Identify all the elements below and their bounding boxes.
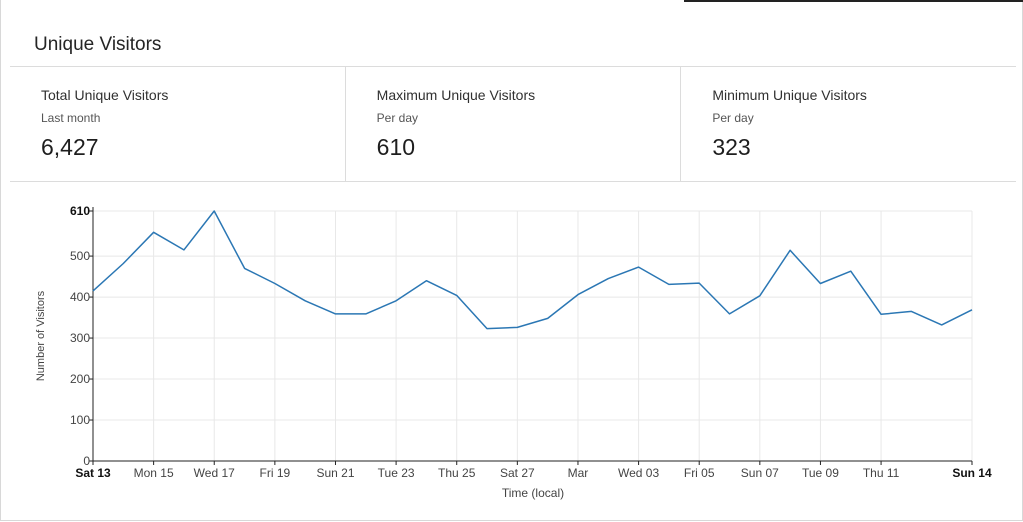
data-point — [759, 295, 761, 297]
visitors-line-chart: 0 100 200 300 400 500 610 Sat 13 Mon 15 Wed 17 Fri… — [35, 204, 992, 500]
data-point — [910, 310, 912, 312]
stat-minimum-sub: Per day — [712, 111, 754, 125]
data-point — [698, 282, 700, 284]
top-accent-bar — [684, 0, 1023, 2]
data-point — [728, 313, 730, 315]
x-tick-label: Sun 21 — [316, 466, 354, 480]
x-tick-label: Sun 07 — [741, 466, 779, 480]
chart-axes: 0 100 200 300 400 500 610 Sat 13 Mon 15 Wed 17 Fri… — [70, 204, 992, 480]
y-tick-label: 400 — [70, 290, 90, 304]
data-point — [516, 326, 518, 328]
x-axis-title: Time (local) — [502, 486, 564, 500]
stat-minimum: Minimum Unique Visitors Per day 323 — [681, 67, 1016, 181]
stats-row: Total Unique Visitors Last month 6,427 M… — [10, 66, 1016, 182]
x-tick-label: Fri 05 — [684, 466, 715, 480]
x-tick-label: Sat 13 — [75, 466, 111, 480]
x-tick-label: Mon 15 — [134, 466, 174, 480]
data-point — [243, 267, 245, 269]
data-point — [365, 313, 367, 315]
data-point — [395, 300, 397, 302]
stat-minimum-label: Minimum Unique Visitors — [712, 87, 867, 103]
data-point — [577, 293, 579, 295]
stat-minimum-value: 323 — [712, 134, 751, 160]
data-point — [607, 277, 609, 279]
data-point — [152, 231, 154, 233]
data-point — [637, 266, 639, 268]
data-point — [486, 327, 488, 329]
data-point — [92, 290, 94, 292]
data-point — [850, 270, 852, 272]
data-point — [940, 324, 942, 326]
stat-total-sub: Last month — [41, 111, 101, 125]
stat-total-value: 6,427 — [41, 134, 99, 160]
x-tick-label: Wed 03 — [618, 466, 659, 480]
data-point — [183, 249, 185, 251]
x-tick-label: Tue 23 — [378, 466, 415, 480]
data-point — [819, 282, 821, 284]
stat-maximum-value: 610 — [376, 134, 416, 160]
x-tick-label: Sat 27 — [500, 466, 535, 480]
data-point — [213, 210, 215, 212]
stat-total: Total Unique Visitors Last month 6,427 — [10, 67, 346, 181]
x-tick-label: Thu 11 — [863, 466, 900, 480]
y-tick-label: 200 — [70, 372, 90, 386]
data-point — [789, 249, 791, 251]
data-point — [546, 317, 548, 319]
stat-maximum: Maximum Unique Visitors Per day 610 — [346, 67, 682, 181]
chart-labels: Time (local) Number of Visitors — [35, 290, 564, 500]
y-tick-label: 0 — [83, 454, 90, 468]
data-point — [880, 313, 882, 315]
x-tick-label: Wed 17 — [194, 466, 235, 480]
stat-total-label: Total Unique Visitors — [41, 87, 169, 103]
data-point — [668, 283, 670, 285]
stat-maximum-label: Maximum Unique Visitors — [376, 87, 536, 103]
x-tick-label: Mar — [568, 466, 589, 480]
x-tick-label: Fri 19 — [260, 466, 291, 480]
data-point — [456, 294, 458, 296]
y-tick-label: 500 — [70, 249, 90, 263]
y-axis-title: Number of Visitors — [35, 290, 47, 381]
y-tick-label: 610 — [70, 204, 90, 218]
x-tick-label: Tue 09 — [802, 466, 839, 480]
data-point — [304, 300, 306, 302]
data-point — [971, 309, 973, 311]
chart-grid — [93, 210, 973, 461]
data-point — [425, 279, 427, 281]
data-point — [274, 282, 276, 284]
chart-series — [92, 210, 973, 330]
y-tick-label: 100 — [70, 413, 90, 427]
data-point — [334, 313, 336, 315]
data-point — [122, 262, 124, 264]
stat-maximum-sub: Per day — [376, 111, 419, 125]
x-tick-label: Thu 25 — [438, 466, 476, 480]
y-tick-label: 300 — [70, 331, 90, 345]
x-tick-label: Sun 14 — [952, 466, 992, 480]
visitors-series-line — [92, 210, 973, 330]
panel-title: Unique Visitors — [34, 34, 162, 55]
